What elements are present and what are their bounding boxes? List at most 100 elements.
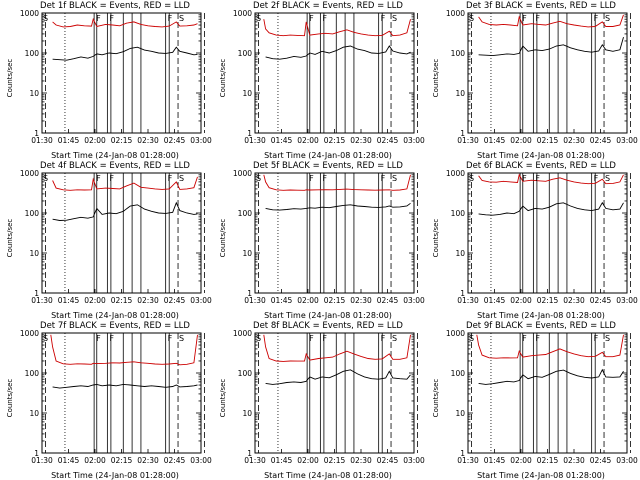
panel-title: Det 2f BLACK = Events, RED = LLD	[253, 1, 403, 11]
x-tick-label: 02:15	[324, 136, 346, 145]
y-tick-label: 1	[34, 129, 39, 138]
x-tick-label: 01:45	[271, 456, 293, 465]
plot-frame	[41, 172, 202, 294]
flag-s-marker: S	[179, 14, 184, 23]
y-tick-label: 10	[455, 249, 465, 258]
y-tick-label: 1	[460, 449, 465, 458]
plot-frame	[254, 332, 415, 454]
x-tick-label: 01:45	[58, 296, 80, 305]
events-series-line	[52, 383, 198, 389]
plot-svg: 1 10 100 1000 01:30 01:45 02:00 02:15 02:30 02:45…	[446, 329, 638, 465]
flag-f-marker: F	[168, 14, 173, 23]
x-tick-label: 01:30	[31, 456, 53, 465]
detector-panel: Det 8f BLACK = Events, RED = LLD Start Ti…	[213, 320, 426, 480]
x-tick-label: 01:45	[271, 296, 293, 305]
x-tick-label: 02:45	[377, 296, 399, 305]
detector-panel: Det 6f BLACK = Events, RED = LLD Start Ti…	[426, 160, 639, 320]
flag-s-marker: S	[605, 334, 610, 343]
flag-f-marker: F	[594, 14, 599, 23]
x-axis-title: Start Time (24-Jan-08 01:28:00)	[264, 311, 392, 320]
panel-title: Det 6f BLACK = Events, RED = LLD	[466, 161, 616, 171]
events-series-line	[265, 45, 411, 60]
y-tick-label: 1000	[446, 9, 465, 18]
x-tick-label: 02:00	[510, 296, 532, 305]
y-tick-label: 1	[460, 289, 465, 298]
flag-f-marker: F	[535, 14, 540, 23]
plot-frame	[467, 172, 628, 294]
plot-frame	[41, 332, 202, 454]
x-axis-title: Start Time (24-Jan-08 01:28:00)	[51, 471, 179, 480]
events-series-line	[52, 46, 198, 61]
detector-panel: Det 2f BLACK = Events, RED = LLD Start Ti…	[213, 0, 426, 160]
flag-s-marker: S	[392, 174, 397, 183]
x-tick-label: 02:30	[563, 456, 585, 465]
plot-frame	[254, 172, 415, 294]
x-tick-label: 02:00	[297, 456, 319, 465]
plot-svg: 1 10 100 1000 01:30 01:45 02:00 02:15 02:30 02:45…	[20, 169, 212, 305]
y-tick-label: 10	[455, 89, 465, 98]
x-tick-label: 02:30	[137, 296, 159, 305]
panel-title: Det 9f BLACK = Events, RED = LLD	[466, 321, 616, 331]
x-tick-label: 02:15	[111, 136, 133, 145]
x-tick-label: 01:30	[244, 456, 266, 465]
x-tick-label: 02:45	[164, 456, 186, 465]
x-tick-label: 01:45	[484, 296, 506, 305]
panel-title: Det 7f BLACK = Events, RED = LLD	[40, 321, 190, 331]
y-tick-label: 100	[25, 209, 40, 218]
y-tick-label: 100	[25, 369, 40, 378]
detector-panel: Det 3f BLACK = Events, RED = LLD Start Ti…	[426, 0, 639, 160]
x-tick-label: 03:00	[403, 136, 425, 145]
lld-series-line	[476, 334, 624, 359]
flag-s-marker: S	[179, 174, 184, 183]
x-tick-label: 02:00	[510, 456, 532, 465]
flag-f-marker: F	[96, 174, 101, 183]
x-tick-label: 02:30	[563, 136, 585, 145]
y-tick-label: 1	[34, 449, 39, 458]
flag-s-marker: S	[179, 334, 184, 343]
y-tick-label: 10	[455, 409, 465, 418]
flag-s-marker: S	[392, 14, 397, 23]
y-tick-label: 1000	[20, 169, 39, 178]
plot-svg: 1 10 100 1000 01:30 01:45 02:00 02:15 02:30 02:45…	[20, 329, 212, 465]
x-tick-label: 03:00	[616, 296, 638, 305]
x-tick-label: 02:15	[537, 456, 559, 465]
panel-title: Det 1f BLACK = Events, RED = LLD	[40, 1, 190, 11]
x-tick-label: 02:45	[590, 136, 612, 145]
x-tick-label: 01:45	[271, 136, 293, 145]
flag-f-marker: F	[322, 334, 327, 343]
detector-panel: Det 4f BLACK = Events, RED = LLD Start Ti…	[0, 160, 213, 320]
y-tick-label: 1	[34, 289, 39, 298]
plot-svg: 1 10 100 1000 01:30 01:45 02:00 02:15 02:30 02:45…	[233, 169, 425, 305]
y-tick-label: 10	[242, 89, 252, 98]
lld-series-line	[52, 176, 198, 191]
x-tick-label: 02:45	[164, 136, 186, 145]
x-tick-label: 01:30	[244, 136, 266, 145]
plot-frame	[41, 12, 202, 134]
x-axis-title: Start Time (24-Jan-08 01:28:00)	[477, 151, 605, 160]
x-tick-label: 01:45	[484, 456, 506, 465]
y-tick-label: 1000	[233, 329, 252, 338]
y-tick-label: 1000	[446, 329, 465, 338]
flag-f-marker: F	[322, 14, 327, 23]
plot-svg: 1 10 100 1000 01:30 01:45 02:00 02:15 02:30 02:45…	[446, 9, 638, 145]
x-axis-title: Start Time (24-Jan-08 01:28:00)	[477, 311, 605, 320]
y-tick-label: 1000	[20, 9, 39, 18]
x-tick-label: 02:45	[590, 296, 612, 305]
flag-s-marker: S	[256, 14, 261, 23]
x-tick-label: 02:45	[377, 456, 399, 465]
y-tick-label: 1000	[233, 9, 252, 18]
plot-frame	[467, 332, 628, 454]
lld-series-line	[263, 19, 411, 37]
lld-series-line	[478, 173, 624, 185]
x-tick-label: 03:00	[616, 136, 638, 145]
x-tick-label: 02:30	[137, 456, 159, 465]
y-tick-label: 100	[451, 49, 466, 58]
flag-f-marker: F	[381, 14, 386, 23]
x-tick-label: 01:30	[457, 456, 479, 465]
x-tick-label: 02:45	[590, 456, 612, 465]
x-tick-label: 02:00	[84, 296, 106, 305]
flag-f-marker: F	[309, 14, 314, 23]
x-tick-label: 02:45	[164, 296, 186, 305]
flag-s-marker: S	[469, 14, 474, 23]
flag-f-marker: F	[109, 174, 114, 183]
